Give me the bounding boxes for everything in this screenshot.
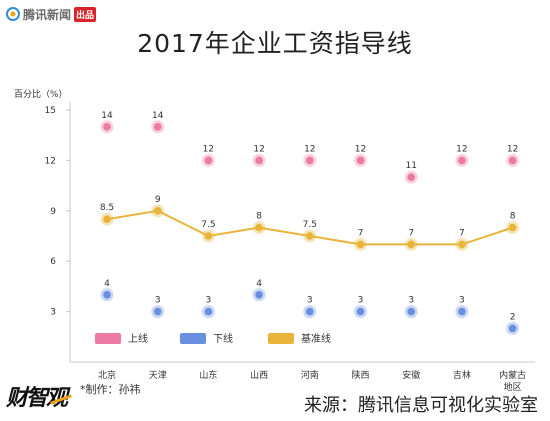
lower-point	[255, 291, 263, 299]
lower-point	[204, 307, 213, 316]
lower-point	[407, 307, 416, 316]
x-tick-label: 山东	[199, 369, 217, 381]
x-tick-label: 安徽	[402, 369, 420, 381]
upper-data-label: 14	[101, 111, 113, 121]
baseline-point	[103, 215, 111, 223]
upper-data-label: 12	[253, 144, 264, 154]
upper-data-label: 14	[152, 111, 164, 121]
lower-legend-label: 下线	[213, 332, 233, 345]
publisher-badge: 出品	[74, 6, 97, 22]
baseline-data-label: 8	[510, 212, 516, 222]
upper-data-label: 12	[203, 144, 214, 154]
upper-point	[103, 123, 111, 131]
baseline-data-label: 7	[459, 228, 465, 238]
chart-title: 2017年企业工资指导线	[137, 29, 413, 58]
x-tick-label: 吉林	[453, 369, 471, 381]
y-tick-label: 6	[50, 257, 56, 267]
upper-point	[356, 156, 365, 165]
lower-data-label: 4	[104, 279, 110, 289]
lower-data-label: 3	[358, 296, 364, 306]
upper-point	[204, 156, 213, 165]
tencent-news-logo-icon	[6, 7, 20, 21]
lower-point	[306, 307, 314, 316]
baseline-point	[508, 223, 517, 232]
x-tick-label: 内蒙古	[499, 369, 526, 381]
upper-legend-swatch	[95, 333, 121, 344]
baseline-point	[255, 223, 263, 232]
lower-data-label: 3	[155, 296, 161, 306]
upper-legend-label: 上线	[128, 332, 148, 345]
baseline-data-label: 7	[408, 228, 414, 238]
lower-data-label: 2	[510, 312, 516, 322]
y-axis-label: 百分比（%）	[14, 88, 68, 100]
y-tick-label: 15	[45, 106, 56, 116]
source-credit: 来源：腾讯信息可视化实验室	[304, 395, 538, 416]
lower-point	[153, 307, 162, 316]
lower-data-label: 4	[256, 279, 262, 289]
baseline-data-label: 8	[256, 212, 262, 222]
upper-point	[458, 156, 466, 165]
lower-legend-swatch	[180, 333, 206, 344]
baseline-point	[204, 232, 213, 240]
baseline-legend-label: 基准线	[301, 332, 331, 345]
baseline-legend-swatch	[268, 333, 294, 344]
baseline-point	[306, 232, 314, 240]
y-tick-label: 12	[45, 156, 56, 166]
upper-point	[508, 156, 517, 165]
baseline-data-label: 7.5	[303, 220, 317, 230]
y-tick-label: 3	[50, 308, 56, 318]
baseline-data-label: 7.5	[201, 220, 215, 230]
baseline-point	[407, 240, 416, 249]
x-tick-label: 北京	[98, 369, 116, 381]
x-tick-label: 山西	[250, 370, 268, 381]
lower-data-label: 3	[206, 296, 212, 306]
x-axis-label: 地区	[504, 381, 522, 393]
upper-point	[407, 173, 416, 181]
lower-point	[458, 307, 466, 316]
publisher-name: 腾讯新闻	[23, 7, 72, 22]
upper-data-label: 11	[405, 161, 416, 171]
upper-point	[306, 156, 314, 165]
lower-point	[356, 307, 365, 316]
upper-data-label: 12	[456, 144, 467, 154]
baseline-data-label: 7	[358, 228, 364, 238]
lower-data-label: 3	[307, 296, 313, 306]
upper-data-label: 12	[304, 144, 315, 154]
x-tick-label: 天津	[149, 370, 167, 381]
x-tick-label: 河南	[301, 369, 319, 381]
upper-point	[255, 156, 263, 165]
brand-logo: 财智观	[6, 386, 68, 411]
upper-point	[153, 123, 162, 131]
y-tick-label: 9	[50, 207, 56, 217]
upper-data-label: 12	[355, 144, 366, 154]
baseline-data-label: 8.5	[100, 203, 114, 213]
baseline-data-label: 9	[155, 195, 161, 205]
lower-point	[508, 324, 517, 333]
x-tick-label: 陕西	[351, 369, 369, 381]
maker-credit: *制作：孙祎	[80, 383, 141, 396]
lower-data-label: 3	[408, 296, 414, 306]
publisher-logo: 腾讯新闻 出品	[6, 5, 97, 23]
lower-data-label: 3	[459, 296, 465, 306]
upper-data-label: 12	[507, 144, 518, 154]
baseline-point	[153, 207, 162, 215]
lower-point	[103, 291, 111, 299]
baseline-point	[458, 240, 466, 249]
baseline-point	[356, 240, 365, 249]
